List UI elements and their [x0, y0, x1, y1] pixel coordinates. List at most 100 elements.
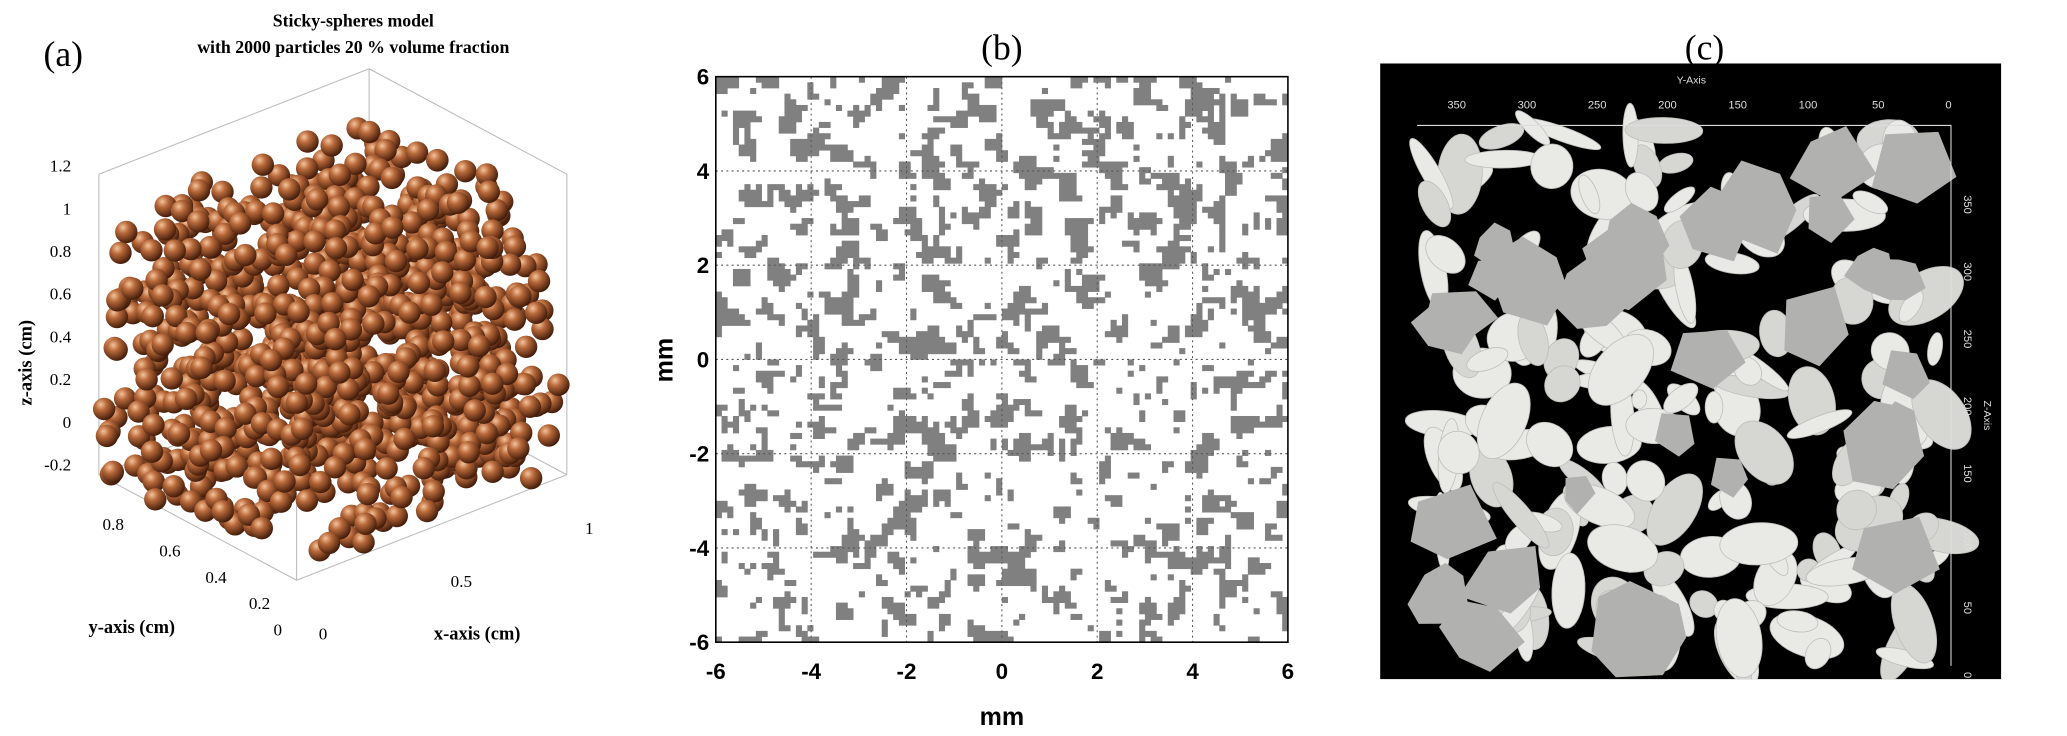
solid-cell [1133, 76, 1157, 83]
solid-cell [916, 331, 940, 338]
solid-cell [1122, 546, 1134, 553]
solid-cell [732, 133, 740, 140]
sphere [467, 334, 491, 358]
solid-cell [715, 76, 740, 83]
solid-cell [1196, 523, 1209, 530]
solid-cell [1265, 150, 1288, 157]
solid-blob [1587, 334, 1654, 406]
solid-cell [1093, 76, 1111, 83]
cut-face [1609, 271, 1651, 310]
solid-blob [1804, 637, 1832, 670]
solid-cell [813, 466, 820, 473]
solid-cell [807, 319, 820, 326]
solid-cell [767, 268, 791, 275]
solid-cell [1059, 585, 1066, 592]
solid-cell [1173, 229, 1180, 236]
solid-cell [996, 483, 1003, 490]
solid-blob [1719, 522, 1799, 566]
panel-label: (a) [44, 34, 84, 74]
solid-cell [1104, 427, 1111, 434]
solid-cell [990, 444, 997, 451]
solid-cell [1276, 201, 1288, 208]
solid-cell [847, 438, 865, 445]
solid-cell [864, 104, 871, 111]
solid-cell [973, 540, 980, 547]
solid-cell [721, 229, 734, 236]
solid-cell [1247, 359, 1254, 366]
solid-cell [904, 466, 934, 473]
solid-cell [1070, 574, 1077, 581]
solid-cell [773, 495, 791, 502]
solid-cell [1001, 596, 1008, 604]
solid-cell [1041, 87, 1049, 95]
solid-cell [795, 268, 803, 275]
solid-cell [727, 512, 734, 519]
solid-cell [1276, 404, 1283, 411]
solid-blob [1734, 420, 1794, 485]
solid-cell [864, 359, 883, 366]
solid-cell [1167, 133, 1174, 140]
sphere [518, 395, 542, 418]
solid-cell [1162, 529, 1180, 536]
solid-cell [1167, 557, 1232, 564]
solid-cell [1122, 240, 1140, 247]
solid-cell [1179, 116, 1186, 123]
solid-cell [1213, 613, 1220, 620]
solid-cell [921, 432, 946, 440]
solid-cell [1036, 353, 1043, 360]
solid-cell [950, 415, 957, 423]
solid-cell [967, 619, 974, 626]
solid-cell [750, 404, 757, 411]
solid-cell [967, 546, 980, 553]
solid-cell [1156, 246, 1192, 253]
solid-cell [1087, 625, 1094, 632]
sphere [234, 243, 257, 267]
solid-cell [1167, 619, 1174, 626]
sphere [426, 148, 449, 172]
solid-cell [1064, 110, 1071, 117]
solid-cell [938, 218, 946, 225]
solid-cell [1242, 161, 1254, 168]
solid-cell [847, 444, 860, 451]
solid-cell [1230, 393, 1237, 400]
panel-title: with 2000 particles 20 % volume fraction [197, 37, 509, 57]
solid-cell [1139, 268, 1163, 275]
solid-cell [778, 195, 814, 202]
solid-cell [761, 404, 768, 411]
cut-face [1871, 131, 1957, 204]
solid-cell [773, 557, 780, 564]
solid-cell [984, 144, 1003, 151]
sphere [285, 391, 309, 414]
plot-frame [715, 75, 1289, 643]
sphere [213, 369, 236, 392]
sphere [362, 312, 385, 335]
solid-cell [1259, 155, 1266, 162]
z-tick-label: 1 [63, 199, 72, 218]
solid-cell [1070, 444, 1077, 451]
solid-cell [1001, 444, 1008, 451]
solid-cell [750, 602, 757, 609]
solid-cell [984, 472, 991, 479]
solid-cell [1167, 608, 1186, 615]
cut-face [1710, 457, 1748, 498]
x-tick-label: 0 [996, 659, 1008, 684]
solid-cell [875, 87, 900, 95]
cut-face [1670, 330, 1746, 389]
solid-cell [1242, 574, 1249, 581]
solid-cell [1202, 495, 1232, 502]
solid-cell [933, 235, 940, 242]
solid-cell [956, 325, 963, 332]
solid-cell [1162, 251, 1186, 259]
solid-cell [1139, 619, 1152, 626]
solid-cell [1253, 336, 1272, 343]
solid-cell [1242, 585, 1249, 592]
solid-cell [1030, 585, 1037, 592]
solid-cell [910, 223, 923, 230]
solid-cell [1007, 246, 1014, 253]
solid-cell [1184, 461, 1209, 468]
z-axis-title: Z-Axis [1981, 401, 1993, 431]
solid-cell [1099, 212, 1106, 219]
solid-cell [921, 161, 946, 168]
solid-cell [1179, 189, 1203, 196]
solid-cell [761, 297, 768, 304]
